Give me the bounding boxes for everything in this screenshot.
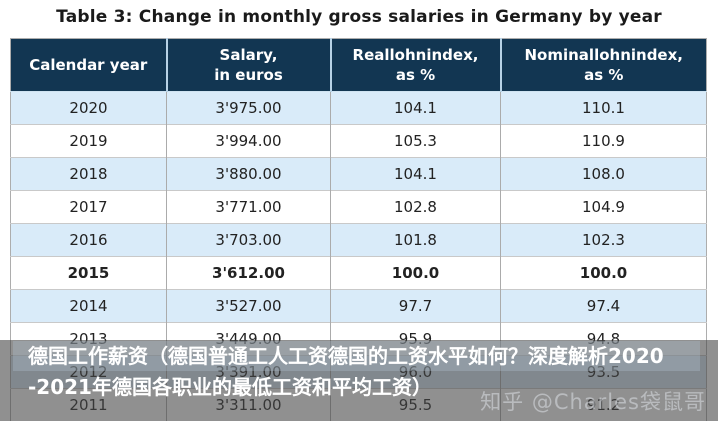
page-title: Table 3: Change in monthly gross salarie… <box>56 7 662 27</box>
column-header-salary: Salary, in euros <box>165 38 331 92</box>
table-row-2017: 2017 3'771.00 102.8 104.9 <box>10 190 707 224</box>
table-row-2019: 2019 3'994.00 105.3 110.9 <box>10 124 707 158</box>
nominallohnindex-cell: 102.3 <box>500 223 707 257</box>
nominallohnindex-cell: 100.0 <box>500 256 707 290</box>
column-header-calendar-year: Calendar year <box>10 38 167 92</box>
nominallohnindex-cell: 108.0 <box>500 157 707 191</box>
salary-cell: 3'975.00 <box>166 91 331 125</box>
caption-line-2: -2021年德国各职业的最低工资和平均工资） <box>28 375 432 399</box>
year-cell: 2019 <box>10 124 167 158</box>
zhihu-watermark: 知乎 @Charles袋鼠哥 <box>480 390 706 414</box>
salary-cell: 3'612.00 <box>166 256 331 290</box>
nominallohnindex-cell: 104.9 <box>500 190 707 224</box>
salary-cell: 3'527.00 <box>166 289 331 323</box>
header-line-1: Nominallohnindex, <box>524 45 683 64</box>
reallohnindex-cell: 102.8 <box>330 190 501 224</box>
reallohnindex-cell: 101.8 <box>330 223 501 257</box>
column-header-reallohnindex: Reallohnindex, as % <box>329 38 501 92</box>
reallohnindex-cell: 105.3 <box>330 124 501 158</box>
year-cell: 2015 <box>10 256 167 290</box>
year-cell: 2018 <box>10 157 167 191</box>
nominallohnindex-cell: 97.4 <box>500 289 707 323</box>
header-line-2: as % <box>395 66 436 84</box>
reallohnindex-cell: 104.1 <box>330 91 501 125</box>
year-cell: 2016 <box>10 223 167 257</box>
table-row-2018: 2018 3'880.00 104.1 108.0 <box>10 157 707 191</box>
nominallohnindex-cell: 110.9 <box>500 124 707 158</box>
table-row-2020: 2020 3'975.00 104.1 110.1 <box>10 91 707 125</box>
table-row-2016: 2016 3'703.00 101.8 102.3 <box>10 223 707 257</box>
table-row-2015: 2015 3'612.00 100.0 100.0 <box>10 256 707 290</box>
table-header-row: Calendar year Salary, in euros Reallohni… <box>10 38 707 92</box>
header-line-1: Salary, <box>219 45 278 64</box>
reallohnindex-cell: 100.0 <box>330 256 501 290</box>
header-line-2: as % <box>584 66 624 84</box>
salary-cell: 3'771.00 <box>166 190 331 224</box>
year-cell: 2014 <box>10 289 167 323</box>
header-line-1: Reallohnindex, <box>352 45 479 64</box>
nominallohnindex-cell: 110.1 <box>500 91 707 125</box>
table-row-2014: 2014 3'527.00 97.7 97.4 <box>10 289 707 323</box>
caption-line-1: 德国工作薪资（德国普通工人工资德国的工资水平如何？深度解析2020 <box>13 341 700 371</box>
caption-overlay: 德国工作薪资（德国普通工人工资德国的工资水平如何？深度解析2020 -2021年… <box>0 340 718 421</box>
salary-cell: 3'703.00 <box>166 223 331 257</box>
reallohnindex-cell: 97.7 <box>330 289 501 323</box>
reallohnindex-cell: 104.1 <box>330 157 501 191</box>
salary-cell: 3'880.00 <box>166 157 331 191</box>
year-cell: 2017 <box>10 190 167 224</box>
salary-cell: 3'994.00 <box>166 124 331 158</box>
header-line-2: in euros <box>214 66 283 84</box>
year-cell: 2020 <box>10 91 167 125</box>
header-line-1: Calendar year <box>29 55 148 74</box>
column-header-nominallohnindex: Nominallohnindex, as % <box>499 38 707 92</box>
